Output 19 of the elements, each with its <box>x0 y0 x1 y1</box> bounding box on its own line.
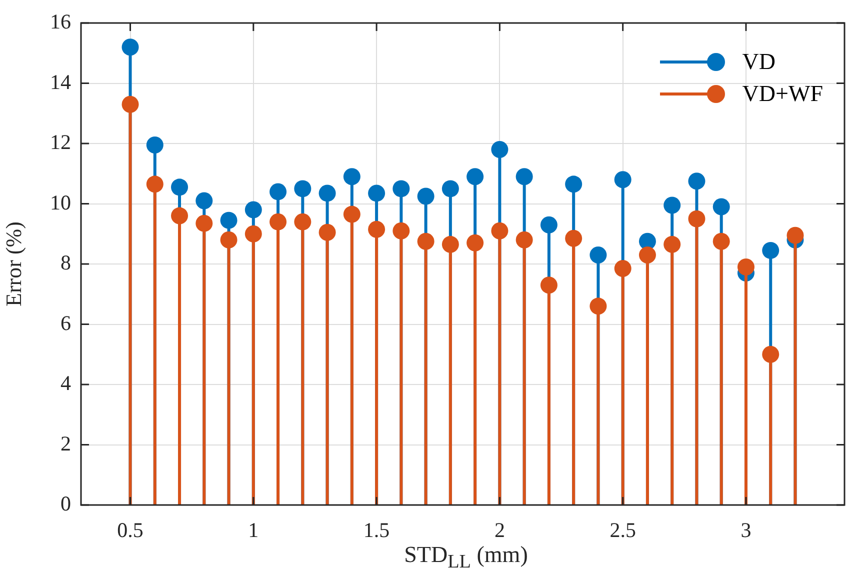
x-tick-label: 3 <box>740 518 752 542</box>
x-tick-label: 2 <box>494 518 505 542</box>
x-tick-label: 0.5 <box>117 518 144 542</box>
x-tick-label: 1 <box>248 518 259 542</box>
legend-label: VD+WF <box>742 81 823 107</box>
x-tick-label: 2.5 <box>610 518 636 542</box>
y-tick-label: 6 <box>60 310 71 335</box>
y-tick-label: 8 <box>60 250 71 275</box>
y-tick-label: 0 <box>60 492 71 516</box>
x-axis-title: STD$_{LL}$ (mm) <box>403 542 529 574</box>
legend-label: VD <box>742 49 776 75</box>
y-tick-label: 14 <box>50 70 72 94</box>
y-tick-label: 4 <box>60 371 72 396</box>
y-tick-label: 12 <box>50 130 71 154</box>
y-tick-label: 10 <box>50 190 71 214</box>
y-tick-label: 16 <box>50 10 71 34</box>
y-axis-title: Error (%) <box>0 222 26 306</box>
x-tick-label: 1.5 <box>363 518 390 542</box>
y-tick-label: 2 <box>60 431 71 456</box>
